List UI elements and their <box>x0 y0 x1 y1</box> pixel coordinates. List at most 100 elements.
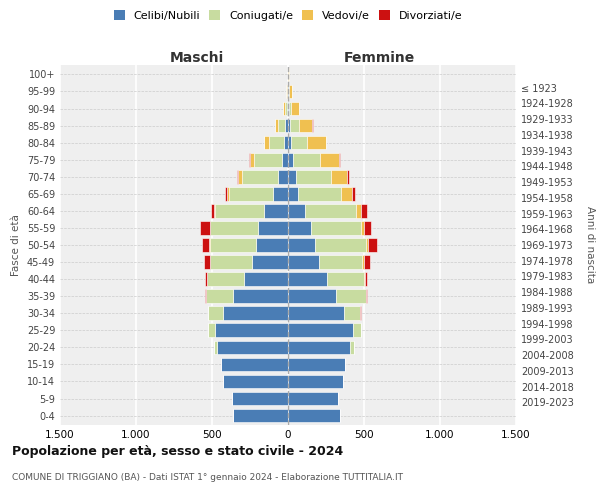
Bar <box>210 255 251 269</box>
Bar <box>288 290 336 303</box>
Bar <box>320 153 339 166</box>
Bar <box>364 255 370 269</box>
Bar <box>284 136 288 149</box>
Bar <box>250 153 254 166</box>
Bar <box>205 255 210 269</box>
Bar <box>232 392 288 406</box>
Bar <box>215 204 263 218</box>
Bar <box>208 324 215 337</box>
Bar <box>287 84 288 98</box>
Text: Popolazione per età, sesso e stato civile - 2024: Popolazione per età, sesso e stato civil… <box>12 445 343 458</box>
Bar <box>265 136 269 149</box>
Bar <box>251 255 288 269</box>
Bar <box>289 102 291 116</box>
Bar <box>263 204 288 218</box>
Bar <box>244 272 288 286</box>
Bar <box>362 255 364 269</box>
Bar <box>225 187 227 200</box>
Y-axis label: Anni di nascita: Anni di nascita <box>584 206 595 284</box>
Bar <box>200 221 209 235</box>
Bar <box>238 170 242 183</box>
Bar <box>356 204 361 218</box>
Bar <box>285 102 287 116</box>
Bar <box>259 221 288 235</box>
Bar <box>347 170 349 183</box>
Bar <box>291 102 299 116</box>
Bar <box>278 118 285 132</box>
Bar <box>289 84 292 98</box>
Bar <box>365 290 367 303</box>
Bar <box>288 324 353 337</box>
Bar <box>292 136 307 149</box>
Bar <box>361 204 367 218</box>
Bar <box>352 187 355 200</box>
Bar <box>290 118 299 132</box>
Y-axis label: Fasce di età: Fasce di età <box>11 214 21 276</box>
Bar <box>288 221 311 235</box>
Bar <box>223 306 288 320</box>
Bar <box>288 102 289 116</box>
Bar <box>311 221 361 235</box>
Bar <box>214 204 215 218</box>
Bar <box>319 255 362 269</box>
Bar <box>221 358 288 372</box>
Bar <box>205 272 208 286</box>
Bar <box>293 153 320 166</box>
Bar <box>229 187 273 200</box>
Bar <box>288 306 344 320</box>
Bar <box>365 272 367 286</box>
Bar <box>217 340 288 354</box>
Bar <box>316 238 365 252</box>
Bar <box>364 221 371 235</box>
Text: Maschi: Maschi <box>170 51 224 65</box>
Bar <box>360 306 361 320</box>
Bar <box>208 272 244 286</box>
Bar <box>236 170 238 183</box>
Bar <box>288 409 340 422</box>
Bar <box>288 84 289 98</box>
Bar <box>288 118 290 132</box>
Bar <box>365 238 368 252</box>
Bar <box>202 238 209 252</box>
Bar <box>368 238 377 252</box>
Bar <box>288 272 327 286</box>
Legend: Celibi/Nubili, Coniugati/e, Vedovi/e, Divorziati/e: Celibi/Nubili, Coniugati/e, Vedovi/e, Di… <box>112 8 464 23</box>
Bar <box>278 170 288 183</box>
Bar <box>210 238 256 252</box>
Bar <box>273 187 288 200</box>
Bar <box>288 374 343 388</box>
Bar <box>283 102 285 116</box>
Bar <box>288 136 292 149</box>
Bar <box>288 153 293 166</box>
Bar <box>331 170 347 183</box>
Bar <box>288 340 350 354</box>
Bar <box>327 272 364 286</box>
Bar <box>288 187 298 200</box>
Text: COMUNE DI TRIGGIANO (BA) - Dati ISTAT 1° gennaio 2024 - Elaborazione TUTTITALIA.: COMUNE DI TRIGGIANO (BA) - Dati ISTAT 1°… <box>12 472 403 482</box>
Bar <box>336 290 365 303</box>
Bar <box>353 324 361 337</box>
Bar <box>344 306 360 320</box>
Bar <box>211 221 259 235</box>
Bar <box>275 118 278 132</box>
Bar <box>242 170 278 183</box>
Bar <box>361 221 364 235</box>
Bar <box>298 187 341 200</box>
Bar <box>206 290 233 303</box>
Bar <box>208 306 223 320</box>
Bar <box>227 187 229 200</box>
Bar <box>215 324 288 337</box>
Bar <box>288 238 316 252</box>
Bar <box>285 118 288 132</box>
Bar <box>211 204 214 218</box>
Bar <box>249 153 250 166</box>
Bar <box>254 153 282 166</box>
Bar <box>288 255 319 269</box>
Bar <box>233 290 288 303</box>
Bar <box>288 204 305 218</box>
Bar <box>233 409 288 422</box>
Bar <box>364 272 365 286</box>
Bar <box>256 238 288 252</box>
Bar <box>339 153 340 166</box>
Bar <box>288 170 296 183</box>
